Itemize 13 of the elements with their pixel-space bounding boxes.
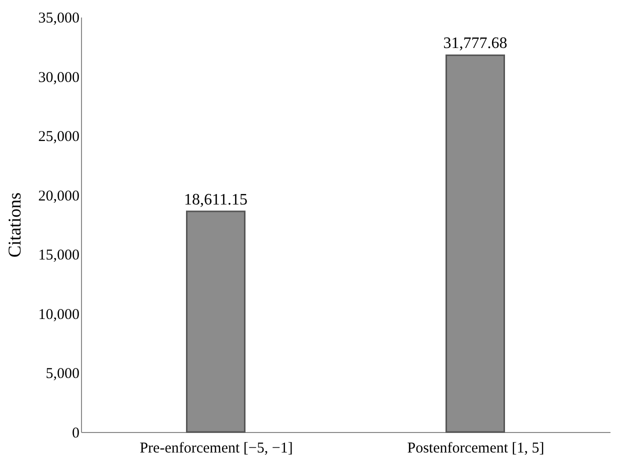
x-tick-label: Postenforcement [1, 5] [407,440,544,456]
data-label: 31,777.68 [443,35,508,52]
y-tick-label: 10,000 [38,306,80,323]
y-tick-label: 15,000 [38,248,80,264]
y-tick-label: 20,000 [38,188,80,204]
y-tick-label: 30,000 [38,70,80,86]
data-label: 18,611.15 [184,191,248,208]
x-tick-label: Pre-enforcement [−5, −1] [140,440,293,456]
y-tick-label: 5,000 [46,366,80,382]
y-tick-label: 25,000 [38,129,80,146]
y-tick-label: 0 [72,426,80,442]
y-tick-label: 35,000 [38,10,80,26]
y-axis-title: Citations [4,192,24,258]
